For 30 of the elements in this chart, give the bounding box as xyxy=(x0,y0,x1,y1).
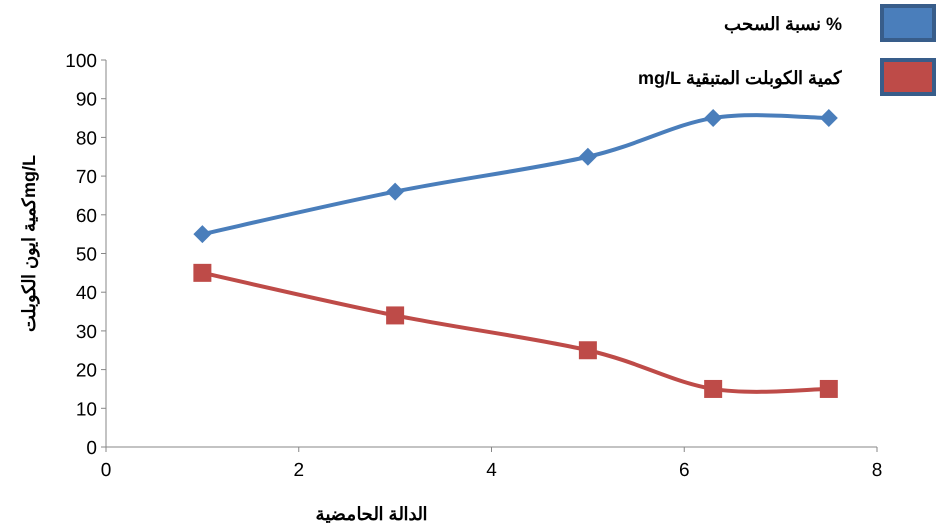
y-tick-label: 50 xyxy=(76,244,97,266)
x-tick-label: 6 xyxy=(678,460,690,481)
point xyxy=(386,182,404,201)
y-tick-label: 10 xyxy=(76,399,97,420)
point xyxy=(386,306,404,324)
point xyxy=(820,109,838,128)
y-axis-title: كمية ايون الكوبلتmg/L xyxy=(19,154,40,332)
y-tick-label: 40 xyxy=(76,283,97,304)
x-tick-label: 8 xyxy=(872,460,882,481)
x-tick-label: 0 xyxy=(100,460,112,481)
point xyxy=(820,380,838,398)
point xyxy=(578,148,597,166)
y-tick-label: 90 xyxy=(76,90,97,111)
y-tick-label: 20 xyxy=(76,360,97,382)
legend-label: كمية الكوبلت المتبقية mg/L xyxy=(638,68,842,89)
y-tick-label: 0 xyxy=(86,438,97,459)
y-tick-label: 60 xyxy=(76,206,97,227)
point xyxy=(193,225,212,244)
y-tick-label: 80 xyxy=(76,128,97,150)
legend-label: % نسبة السحب xyxy=(724,14,842,34)
point xyxy=(193,264,212,282)
x-tick-label: 2 xyxy=(293,460,304,481)
point xyxy=(578,341,597,360)
y-tick-label: 30 xyxy=(76,322,97,343)
x-axis-title: الدالة الحامضية xyxy=(315,504,428,524)
point xyxy=(704,380,722,398)
y-tick-label: 100 xyxy=(65,51,97,72)
y-tick-label: 70 xyxy=(76,167,97,188)
point xyxy=(704,109,722,128)
x-tick-label: 4 xyxy=(486,460,498,481)
